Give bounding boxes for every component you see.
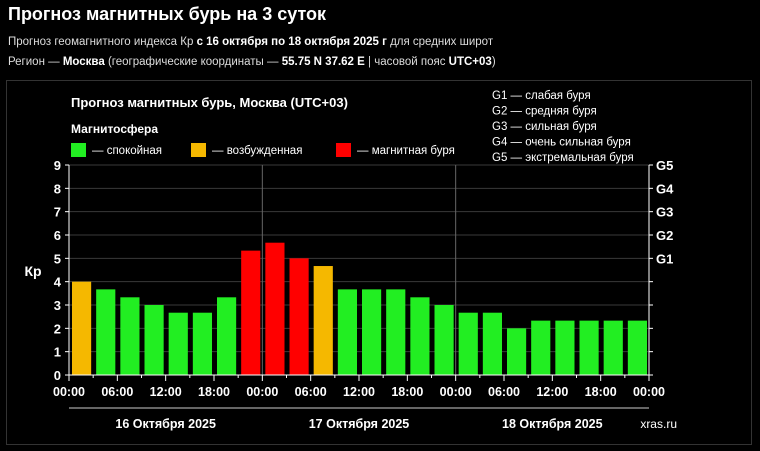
x-tick-label-4: 00:00 <box>246 385 278 399</box>
day-label-2: 18 Октября 2025 <box>502 417 603 431</box>
chart-title: Прогноз магнитных бурь, Москва (UTC+03) <box>71 95 348 110</box>
y-axis-label: Кр <box>24 263 41 279</box>
y-tick-label-4: 4 <box>54 275 62 290</box>
bar-23 <box>627 320 647 375</box>
y-tick-label-1: 1 <box>54 345 61 360</box>
x-tick-label-5: 06:00 <box>295 385 327 399</box>
bar-17 <box>482 312 502 375</box>
bar-14 <box>410 297 430 375</box>
region-mid2: | часовой пояс <box>364 56 449 68</box>
g-scale-item-2: G3 — сильная буря <box>492 121 597 133</box>
x-tick-label-10: 12:00 <box>536 385 568 399</box>
bar-16 <box>458 312 478 375</box>
day-label-1: 17 Октября 2025 <box>309 417 410 431</box>
bar-2 <box>120 297 140 375</box>
legend-label-0: — спокойная <box>92 145 162 157</box>
g-axis-label-1: G2 <box>656 228 673 243</box>
kp-forecast-chart: Прогноз магнитных бурь, Москва (UTC+03) М… <box>24 90 677 431</box>
legend-swatch-2 <box>336 143 351 157</box>
y-tick-label-3: 3 <box>54 298 61 313</box>
bar-3 <box>144 305 164 375</box>
g-axis-label-4: G5 <box>656 158 673 173</box>
g-scale-item-3: G4 — очень сильная буря <box>492 137 631 149</box>
g-axis-label-2: G3 <box>656 205 673 220</box>
g-scale-item-4: G5 — экстремальная буря <box>492 152 634 164</box>
y-tick-label-0: 0 <box>54 368 61 383</box>
g-axis-label-3: G4 <box>656 181 674 196</box>
x-tick-label-0: 00:00 <box>53 385 85 399</box>
region-suffix: ) <box>491 56 496 68</box>
bar-21 <box>579 320 599 375</box>
day-label-0: 16 Октября 2025 <box>115 417 216 431</box>
bar-13 <box>386 289 406 375</box>
kp-chart-panel: Прогноз магнитных бурь, Москва (UTC+03) М… <box>6 80 752 445</box>
bar-5 <box>192 312 212 375</box>
bar-6 <box>217 297 237 375</box>
g-scale-item-0: G1 — слабая буря <box>492 90 591 102</box>
desc-prefix: Прогноз геомагнитного индекса Кр <box>8 36 197 48</box>
legend-title: Магнитосфера <box>71 122 158 136</box>
bar-15 <box>434 305 454 375</box>
y-tick-label-7: 7 <box>54 205 61 220</box>
bar-0 <box>72 281 92 375</box>
region-info: Регион — Москва (географические координа… <box>8 56 496 68</box>
legend-label-1: — возбужденная <box>212 145 302 157</box>
legend-label-2: — магнитная буря <box>357 145 455 157</box>
legend-swatch-0 <box>71 143 86 157</box>
x-tick-label-6: 12:00 <box>343 385 375 399</box>
bar-11 <box>337 289 357 375</box>
bar-8 <box>265 242 285 375</box>
g-scale-item-1: G2 — средняя буря <box>492 106 597 118</box>
g-axis-label-0: G1 <box>656 251 673 266</box>
x-tick-label-12: 00:00 <box>633 385 665 399</box>
x-tick-label-1: 06:00 <box>101 385 133 399</box>
forecast-description: Прогноз геомагнитного индекса Кр с 16 ок… <box>8 36 493 48</box>
x-tick-label-2: 12:00 <box>150 385 182 399</box>
y-tick-label-2: 2 <box>54 321 61 336</box>
page-title: Прогноз магнитных бурь на 3 суток <box>8 4 327 24</box>
region-name: Москва <box>62 56 105 68</box>
y-tick-label-9: 9 <box>54 158 61 173</box>
bar-9 <box>289 258 309 375</box>
watermark: xras.ru <box>640 417 677 431</box>
legend-swatch-1 <box>191 143 206 157</box>
desc-dates: с 16 октября по 18 октября 2025 г <box>196 36 387 48</box>
bar-18 <box>507 328 527 375</box>
bar-7 <box>241 250 261 375</box>
region-timezone: UTC+03 <box>448 56 492 68</box>
region-prefix: Регион — <box>8 56 63 68</box>
x-tick-label-7: 18:00 <box>391 385 423 399</box>
bar-22 <box>603 320 623 375</box>
region-mid: (географические координаты — <box>104 56 282 68</box>
x-tick-label-9: 06:00 <box>488 385 520 399</box>
bar-12 <box>362 289 382 375</box>
x-tick-label-11: 18:00 <box>585 385 617 399</box>
y-tick-label-5: 5 <box>54 251 61 266</box>
region-coords: 55.75 N 37.62 E <box>281 56 365 68</box>
bar-10 <box>313 266 333 375</box>
desc-suffix: для средних широт <box>386 36 494 48</box>
y-tick-label-8: 8 <box>54 181 61 196</box>
bar-20 <box>555 320 575 375</box>
y-tick-label-6: 6 <box>54 228 61 243</box>
bar-4 <box>168 312 188 375</box>
bar-1 <box>96 289 116 375</box>
x-tick-label-8: 00:00 <box>440 385 472 399</box>
bar-19 <box>531 320 551 375</box>
x-tick-label-3: 18:00 <box>198 385 230 399</box>
